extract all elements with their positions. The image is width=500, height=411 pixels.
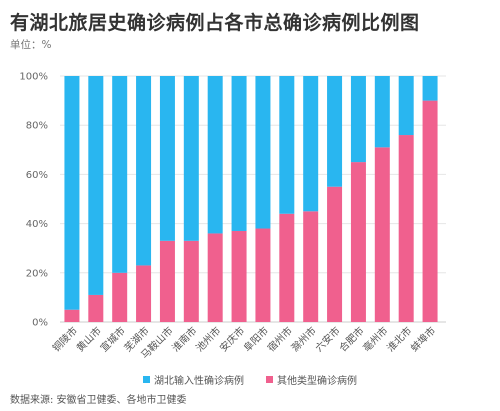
x-tick-label: 滁州市 [288, 324, 318, 354]
x-tick-label: 宣城市 [97, 324, 127, 354]
bar-hubei [374, 76, 390, 148]
y-tick-label: 60% [26, 170, 48, 181]
bar-other [279, 213, 295, 322]
bar-hubei [350, 76, 366, 163]
chart-title: 有湖北旅居史确诊病例占各市总确诊病例比例图 [10, 12, 420, 34]
bar-hubei [231, 76, 247, 231]
x-tick-label: 铜陵市 [50, 324, 80, 354]
bar-hubei [136, 76, 152, 266]
bar-hubei [207, 76, 223, 234]
bar-hubei [183, 76, 199, 241]
data-source: 数据来源: 安徽省卫健委、各地市卫健委 [10, 395, 187, 406]
x-tick-label: 阜阳市 [241, 324, 271, 354]
bar-other [136, 265, 152, 322]
bar-hubei [159, 76, 175, 241]
bar-other [398, 135, 414, 322]
x-tick-label: 淮南市 [169, 324, 199, 354]
bar-hubei [327, 76, 343, 187]
y-tick-label: 0% [32, 318, 48, 329]
x-tick-label: 黄山市 [74, 324, 104, 354]
bar-hubei [398, 76, 414, 136]
bar-other [112, 272, 128, 322]
x-tick-label: 蚌埠市 [408, 324, 438, 354]
bar-other [231, 230, 247, 322]
legend-item-other: 其他类型确诊病例 [266, 372, 357, 387]
y-tick-label: 80% [26, 121, 48, 132]
y-tick-label: 40% [26, 219, 48, 230]
legend-swatch-other [266, 376, 273, 383]
bar-hubei [88, 76, 104, 295]
unit-label: 单位：% [10, 39, 52, 51]
legend-label-hubei: 湖北输入性确诊病例 [154, 376, 244, 387]
bar-other [207, 233, 223, 322]
legend-item-hubei: 湖北输入性确诊病例 [143, 372, 244, 387]
bar-hubei [64, 76, 80, 310]
bar-other [350, 162, 366, 322]
bar-hubei [422, 76, 438, 101]
bar-hubei [279, 76, 295, 214]
y-tick-label: 100% [19, 72, 48, 83]
bar-other [327, 186, 343, 322]
legend-swatch-hubei [143, 376, 150, 383]
x-tick-label: 池州市 [193, 324, 223, 354]
bar-other [303, 211, 319, 322]
bar-other [64, 309, 80, 322]
x-tick-label: 安庆市 [217, 324, 247, 354]
bar-hubei [255, 76, 271, 229]
x-tick-label: 亳州市 [360, 324, 390, 354]
legend: 湖北输入性确诊病例 其他类型确诊病例 [0, 372, 500, 387]
bar-other [255, 228, 271, 322]
legend-label-other: 其他类型确诊病例 [277, 376, 357, 387]
x-tick-label: 六安市 [312, 324, 342, 354]
bar-hubei [112, 76, 128, 273]
bar-other [88, 294, 104, 322]
bar-other [422, 100, 438, 322]
x-tick-label: 淮北市 [384, 324, 414, 354]
x-tick-label: 宿州市 [265, 324, 295, 354]
y-tick-label: 20% [26, 268, 48, 279]
bar-hubei [303, 76, 319, 212]
bar-other [159, 240, 175, 322]
bar-other [374, 147, 390, 322]
x-tick-label: 合肥市 [336, 324, 366, 354]
bar-other [183, 240, 199, 322]
